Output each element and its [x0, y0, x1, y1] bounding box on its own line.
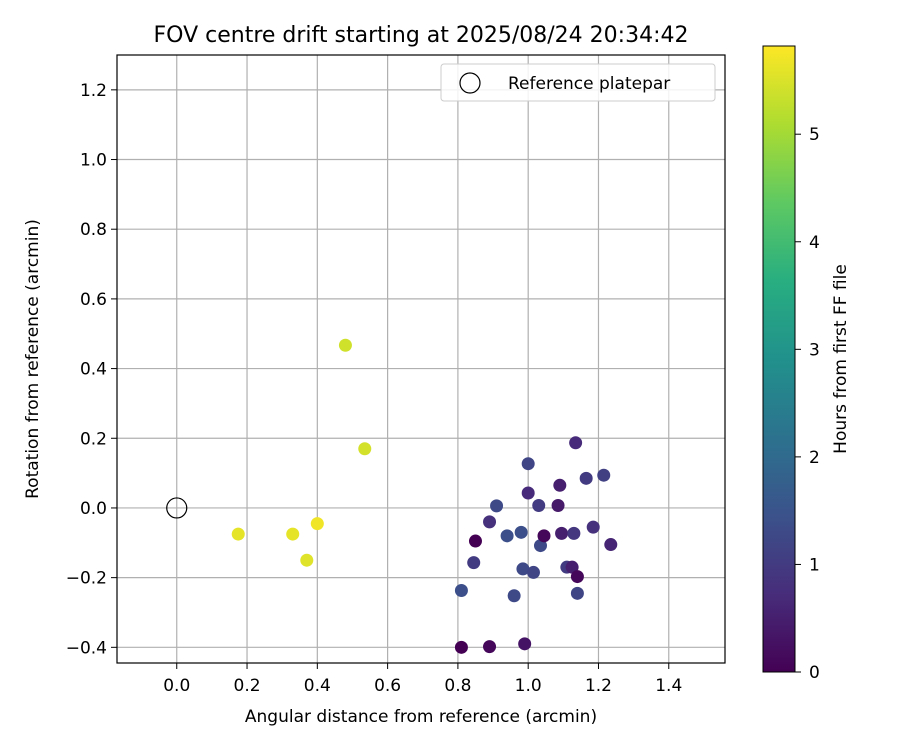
legend-label-reference: Reference platepar	[508, 74, 670, 94]
colorbar-tick-label: 2	[809, 448, 820, 468]
data-point	[490, 499, 504, 513]
data-point	[555, 526, 569, 540]
data-point	[569, 436, 583, 450]
colorbar-tick-label: 3	[809, 340, 820, 360]
x-tick-label: 1.2	[585, 676, 612, 696]
reference-layer	[166, 497, 188, 519]
legend-box	[440, 63, 716, 102]
data-point	[231, 527, 245, 541]
colorbar-tick-label: 1	[809, 555, 820, 575]
y-tick-label: 0.2	[80, 429, 107, 449]
data-point	[516, 562, 530, 576]
data-point	[507, 589, 521, 603]
data-point	[570, 586, 584, 600]
grid	[117, 55, 725, 663]
legend-marker-reference	[459, 72, 481, 94]
x-tick-label: 1.0	[515, 676, 542, 696]
data-point	[468, 534, 482, 548]
x-tick-label: 0.8	[444, 676, 471, 696]
x-axis-ticks: 0.0 0.2 0.4 0.6 0.8 1.0 1.2 1.4	[163, 663, 682, 696]
legend: Reference platepar	[440, 63, 716, 102]
data-point	[483, 515, 497, 529]
y-axis-ticks: −0.4 −0.2 0.0 0.2 0.4 0.6 0.8 1.0 1.2	[66, 81, 117, 658]
data-point	[597, 468, 611, 482]
colorbar	[762, 45, 796, 673]
colorbar-tick-label: 5	[809, 125, 820, 145]
data-point	[521, 486, 535, 500]
x-tick-label: 0.0	[163, 676, 190, 696]
y-tick-label: 0.6	[80, 290, 107, 310]
colorbar-label: Hours from first FF file	[831, 264, 851, 454]
data-point	[358, 442, 372, 456]
plot-frame	[116, 54, 726, 664]
data-point	[454, 640, 468, 654]
colorbar-tick-label: 0	[809, 663, 820, 683]
data-point	[537, 529, 551, 543]
data-point	[579, 471, 593, 485]
x-tick-label: 0.6	[374, 676, 401, 696]
x-tick-label: 0.4	[304, 676, 331, 696]
colorbar-tick-label: 4	[809, 233, 820, 253]
y-tick-label: 0.4	[80, 360, 107, 380]
data-point	[551, 499, 565, 513]
data-point	[454, 584, 468, 598]
data-point	[526, 565, 540, 579]
y-tick-label: 1.0	[80, 151, 107, 171]
y-tick-label: 0.0	[80, 499, 107, 519]
data-point	[286, 527, 300, 541]
data-point	[567, 526, 581, 540]
data-point	[533, 539, 547, 553]
data-point	[604, 538, 618, 552]
colorbar-ticks: 0 1 2 3 4 5	[795, 125, 820, 683]
data-point	[500, 529, 514, 543]
y-tick-label: −0.4	[66, 638, 107, 658]
data-point	[514, 525, 528, 539]
data-point	[467, 556, 481, 570]
y-tick-label: −0.2	[66, 569, 107, 589]
data-point	[310, 517, 324, 531]
data-point	[518, 637, 532, 651]
data-point	[586, 520, 600, 534]
x-axis-label: Angular distance from reference (arcmin)	[245, 707, 597, 727]
y-tick-label: 1.2	[80, 81, 107, 101]
data-point	[483, 640, 497, 654]
points-layer	[231, 338, 618, 654]
x-tick-label: 1.4	[655, 676, 682, 696]
data-point	[521, 457, 535, 471]
data-point	[570, 570, 584, 584]
y-tick-label: 0.8	[80, 220, 107, 240]
data-point	[553, 478, 567, 492]
data-point	[532, 499, 546, 513]
data-point	[338, 338, 352, 352]
y-axis-label: Rotation from reference (arcmin)	[23, 219, 43, 499]
chart-title: FOV centre drift starting at 2025/08/24 …	[154, 23, 689, 48]
x-tick-label: 0.2	[234, 676, 261, 696]
data-point	[300, 553, 314, 567]
reference-marker	[166, 497, 188, 519]
